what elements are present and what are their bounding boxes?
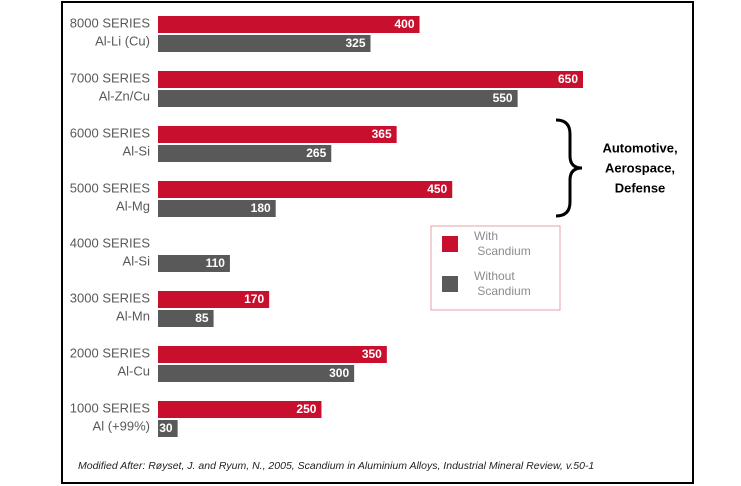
value-label: 400: [395, 17, 415, 31]
annotation: Aerospace,: [605, 160, 675, 175]
bar: [158, 420, 178, 437]
alloy-label: Al-Li (Cu): [95, 33, 150, 48]
value-label: 325: [345, 36, 365, 50]
bar: [158, 291, 270, 308]
footnote: Modified After: Røyset, J. and Ryum, N.,…: [78, 460, 594, 472]
value-label: 250: [296, 402, 316, 416]
category-label: 6000 SERIES: [70, 125, 151, 140]
bracket: [555, 118, 583, 218]
category-label: 5000 SERIES: [70, 180, 151, 195]
bar: [158, 255, 230, 272]
bar: [158, 16, 420, 33]
value-label: 110: [206, 256, 226, 270]
alloy-label: Al-Mg: [116, 198, 150, 213]
category-label: 7000 SERIES: [70, 70, 151, 85]
alloy-label: Al-Mn: [116, 308, 150, 323]
annotation: Automotive,: [602, 140, 677, 155]
legend-swatch: [442, 236, 458, 252]
alloy-label: Al (+99%): [93, 418, 150, 433]
value-label: 650: [558, 72, 578, 86]
legend-swatch: [442, 276, 458, 292]
value-label: 300: [329, 366, 349, 380]
value-label: 350: [362, 347, 382, 361]
bar: [158, 145, 332, 162]
bar: [158, 310, 214, 327]
value-label: 265: [306, 146, 326, 160]
value-label: 550: [493, 91, 513, 105]
value-label: 365: [372, 127, 392, 141]
legend-label: With Scandium: [474, 229, 531, 258]
annotation: Defense: [615, 180, 666, 195]
value-label: 450: [427, 182, 447, 196]
value-label: 30: [159, 421, 173, 435]
alloy-label: Al-Si: [123, 143, 151, 158]
category-label: 8000 SERIES: [70, 15, 151, 30]
bar: [158, 401, 322, 418]
bar: [158, 346, 387, 363]
bar: [158, 35, 371, 52]
alloy-label: Al-Cu: [117, 363, 150, 378]
value-label: 85: [195, 311, 209, 325]
alloy-label: Al-Si: [123, 253, 151, 268]
value-label: 180: [251, 201, 271, 215]
bar: [158, 200, 276, 217]
category-label: 1000 SERIES: [70, 400, 151, 415]
category-label: 2000 SERIES: [70, 345, 151, 360]
value-label: 170: [244, 292, 264, 306]
bar: [158, 365, 355, 382]
frame: [61, 1, 694, 484]
bar: [158, 181, 453, 198]
bar: [158, 90, 518, 107]
bar: [158, 71, 583, 88]
category-label: 4000 SERIES: [70, 235, 151, 250]
legend-label: Without Scandium: [474, 269, 531, 298]
alloy-label: Al-Zn/Cu: [99, 88, 150, 103]
category-label: 3000 SERIES: [70, 290, 151, 305]
bar: [158, 126, 397, 143]
